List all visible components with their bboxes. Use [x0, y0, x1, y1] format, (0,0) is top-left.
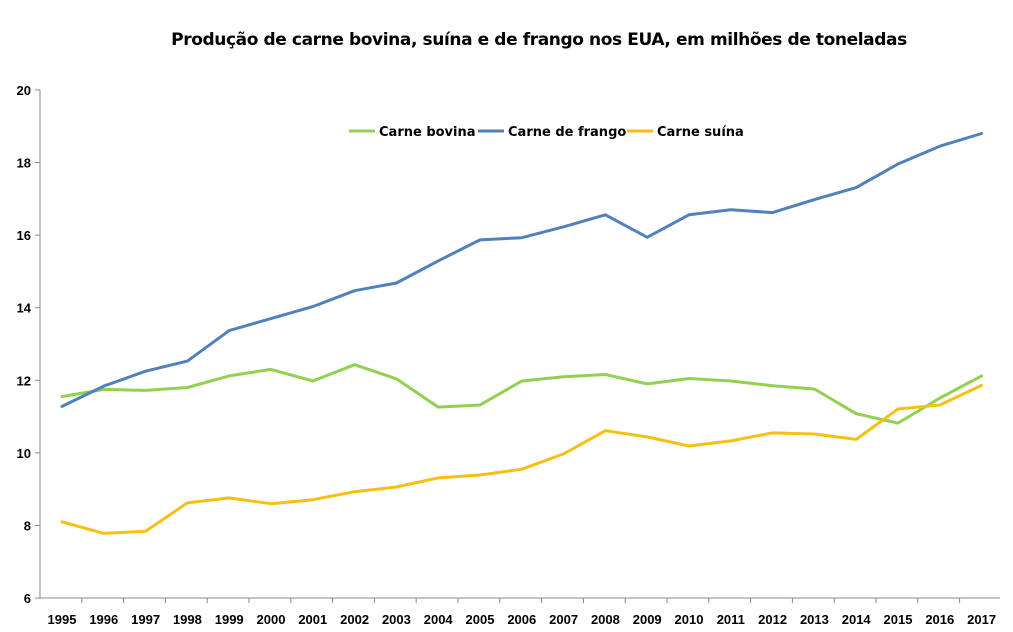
- y-tick-label: 6: [24, 591, 31, 606]
- x-tick-label: 1999: [215, 612, 244, 627]
- y-tick-label: 18: [17, 156, 31, 171]
- legend-label: Carne de frango: [508, 125, 626, 140]
- series-line-2: [60, 132, 984, 408]
- x-tick-label: 2005: [466, 612, 495, 627]
- x-tick-label: 2016: [925, 612, 954, 627]
- x-tick-label: 2013: [800, 612, 829, 627]
- legend-label: Carne suína: [657, 125, 744, 140]
- y-tick-label: 14: [17, 301, 32, 316]
- x-tick-label: 2004: [424, 612, 454, 627]
- x-tick-label: 2000: [257, 612, 286, 627]
- x-tick-label: 2003: [382, 612, 411, 627]
- x-tick-label: 2008: [591, 612, 620, 627]
- x-tick-label: 2006: [507, 612, 536, 627]
- y-tick-label: 8: [24, 518, 31, 533]
- x-tick-label: 2010: [675, 612, 704, 627]
- y-tick-label: 12: [17, 373, 31, 388]
- chart-title: Produção de carne bovina, suína e de fra…: [171, 30, 907, 50]
- x-tick-label: 2002: [340, 612, 369, 627]
- legend-label: Carne bovina: [379, 125, 476, 140]
- x-tick-label: 1997: [131, 612, 160, 627]
- x-tick-label: 2014: [842, 612, 872, 627]
- x-tick-label: 2012: [758, 612, 787, 627]
- y-tick-label: 16: [17, 228, 31, 243]
- x-tick-label: 2017: [967, 612, 996, 627]
- y-tick-label: 20: [17, 83, 31, 98]
- series-line-1: [60, 363, 984, 425]
- x-tick-label: 1995: [48, 612, 77, 627]
- x-tick-label: 2001: [298, 612, 327, 627]
- x-tick-label: 2015: [884, 612, 913, 627]
- x-tick-label: 1998: [173, 612, 202, 627]
- y-tick-label: 10: [17, 446, 31, 461]
- x-tick-label: 2011: [717, 612, 745, 627]
- x-tick-label: 2007: [549, 612, 578, 627]
- x-tick-label: 1996: [89, 612, 118, 627]
- x-tick-label: 2009: [633, 612, 662, 627]
- series-line-3: [60, 383, 984, 535]
